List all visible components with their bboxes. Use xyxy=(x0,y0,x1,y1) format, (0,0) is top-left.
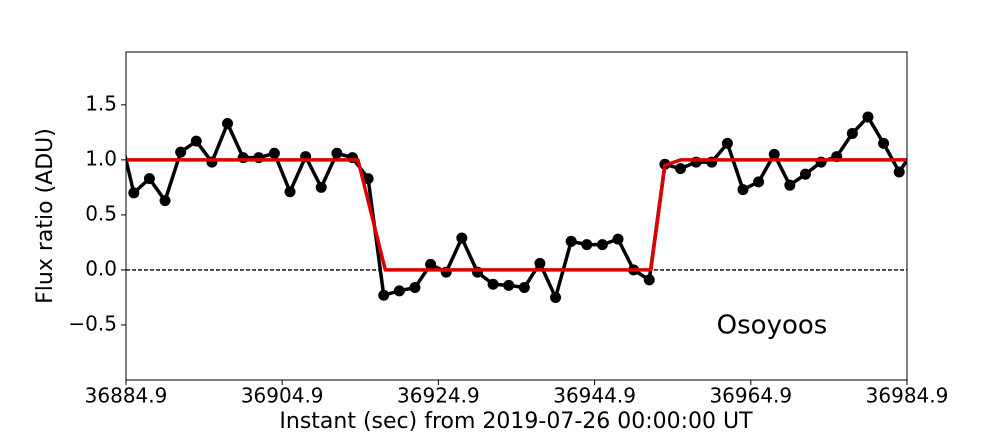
data-point xyxy=(753,176,765,188)
data-point xyxy=(113,121,124,132)
data-point xyxy=(643,274,655,286)
data-point xyxy=(596,239,608,251)
data-point xyxy=(878,137,890,149)
data-point xyxy=(190,135,202,147)
data-point xyxy=(799,168,811,180)
data-point xyxy=(159,195,171,207)
data-point xyxy=(675,163,687,175)
x-tick-label: 36964.9 xyxy=(709,384,792,408)
annotation: Osoyoos xyxy=(717,311,828,341)
data-point xyxy=(425,258,437,270)
y-tick-label: 0.5 xyxy=(85,201,117,225)
data-point xyxy=(846,127,858,139)
data-point xyxy=(409,282,421,294)
x-tick-label: 36944.9 xyxy=(553,384,636,408)
y-tick-label: 1.0 xyxy=(85,146,117,170)
x-tick-label: 36924.9 xyxy=(397,384,480,408)
data-point xyxy=(378,289,390,301)
data-point xyxy=(456,232,468,244)
data-point xyxy=(362,173,374,185)
y-tick-label: 1.5 xyxy=(85,91,117,115)
data-point xyxy=(721,137,733,149)
x-tick-label: 36884.9 xyxy=(85,384,168,408)
data-point xyxy=(534,257,546,269)
data-point xyxy=(550,291,562,303)
data-point xyxy=(284,186,296,198)
axes-frame xyxy=(125,51,908,381)
data-point xyxy=(393,285,405,297)
data-point xyxy=(737,184,749,196)
series-line xyxy=(126,115,907,300)
data-point xyxy=(768,148,780,160)
data-point xyxy=(565,235,577,247)
plot-area xyxy=(113,111,920,303)
series-line xyxy=(126,158,907,272)
data-point xyxy=(315,181,327,193)
data-point xyxy=(612,233,624,245)
y-tick-label: −0.5 xyxy=(68,311,117,335)
data-point xyxy=(581,239,593,251)
data-point xyxy=(222,118,234,130)
y-axis-label: Flux ratio (ADU) xyxy=(33,128,58,304)
data-point xyxy=(487,278,499,290)
data-point xyxy=(268,147,280,159)
data-point xyxy=(518,282,530,294)
data-point xyxy=(175,146,187,158)
data-point xyxy=(784,179,796,191)
data-point xyxy=(128,187,140,199)
data-point xyxy=(893,166,905,178)
data-point xyxy=(331,147,343,159)
data-point xyxy=(143,173,155,185)
x-axis-label: Instant (sec) from 2019-07-26 00:00:00 U… xyxy=(279,409,753,432)
data-point xyxy=(909,143,920,154)
x-tick-label: 36984.9 xyxy=(866,384,949,408)
x-tick-label: 36904.9 xyxy=(241,384,324,408)
data-point xyxy=(862,111,874,123)
y-tick-label: 0.0 xyxy=(85,256,117,280)
data-point xyxy=(503,279,515,291)
